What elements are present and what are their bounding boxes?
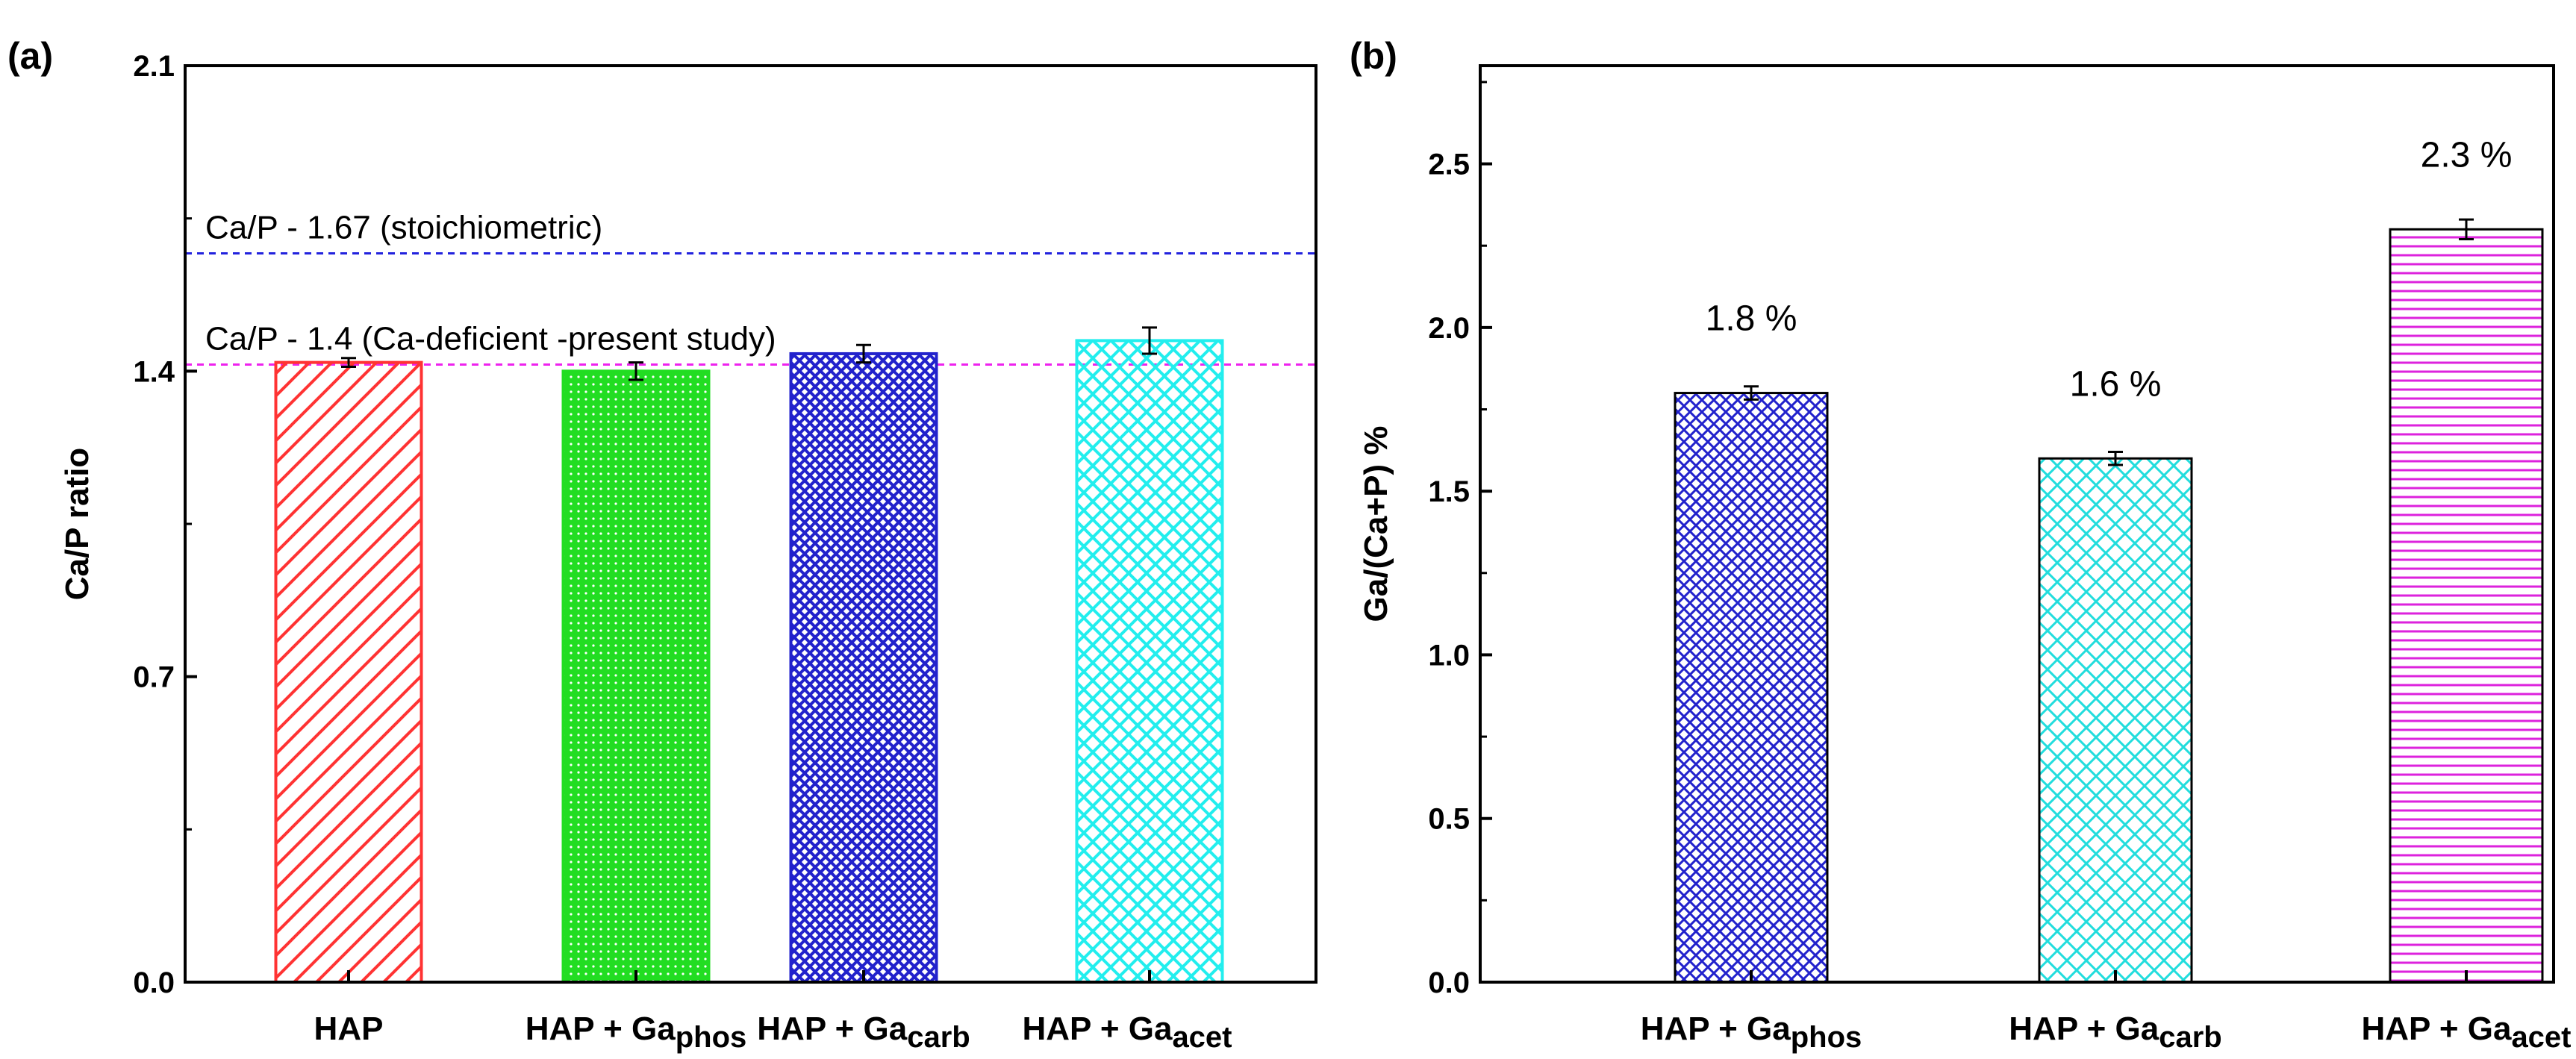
panel-label: (b): [1350, 35, 1397, 77]
error-bar: [341, 357, 356, 368]
panel-label: (a): [7, 35, 53, 77]
y-tick-label: 2.5: [1428, 149, 1470, 181]
data-label: 2.3 %: [2421, 135, 2513, 175]
bar: [561, 369, 711, 984]
bar: [1674, 392, 1829, 984]
y-tick-label: 0.5: [1428, 803, 1470, 836]
plot-frame: [1479, 64, 2555, 984]
error-bar: [629, 361, 643, 381]
panel-a: Ca/P - 1.67 (stoichiometric) Ca/P - 1.4 (…: [7, 35, 1317, 1054]
x-tick-label: HAP + Gaacet: [2361, 1010, 2571, 1054]
y-axis-label: Ga/(Ca+P) %: [1358, 426, 1394, 622]
x-tick-label: HAP + Gaacet: [1022, 1010, 1232, 1054]
y-axis-label: Ca/P ratio: [59, 448, 96, 601]
x-tick-label: HAP: [314, 1010, 384, 1047]
reference-line-label: Ca/P - 1.67 (stoichiometric): [205, 209, 602, 246]
error-bar: [2108, 451, 2123, 466]
y-tick-label: 2.0: [1428, 312, 1470, 345]
y-tick-label: 0.0: [1428, 966, 1470, 999]
error-bar: [1142, 326, 1157, 355]
y-tick-label: 0.0: [133, 966, 175, 999]
bar: [274, 360, 423, 984]
y-tick-label: 1.0: [1428, 639, 1470, 672]
y-tick-label: 2.1: [133, 50, 175, 83]
x-tick-label: HAP + Gacarb: [757, 1010, 970, 1054]
x-tick-label: HAP + Gaphos: [1641, 1010, 1862, 1054]
error-bar: [1744, 385, 1759, 401]
bar: [2389, 228, 2544, 984]
panel-b: 1.8 % 1.6 % 2.3 % 0.0 0.5 1.0 1.5 2.0 2.5 HAP + G…: [1350, 35, 2572, 1054]
bar: [1075, 339, 1224, 984]
x-tick-label: HAP + Gaphos: [526, 1010, 747, 1054]
x-tick-label: HAP + Gacarb: [2009, 1010, 2221, 1054]
error-bar: [2459, 218, 2474, 240]
y-tick-label: 0.7: [133, 661, 175, 694]
bar: [2038, 457, 2193, 984]
y-tick-label: 1.4: [133, 355, 175, 388]
y-tick-label: 1.5: [1428, 475, 1470, 508]
bar: [789, 352, 938, 984]
reference-line-label: Ca/P - 1.4 (Ca-deficient -present study): [205, 321, 776, 357]
data-label: 1.6 %: [2070, 364, 2162, 404]
data-label: 1.8 %: [1706, 299, 1797, 339]
error-bar: [856, 343, 871, 364]
